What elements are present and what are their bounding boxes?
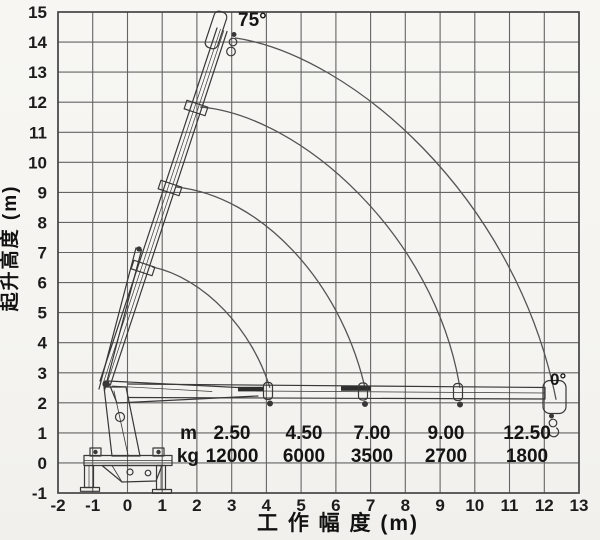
boom-horizontal-0deg bbox=[107, 379, 567, 438]
y-tick-label: 6 bbox=[38, 274, 47, 293]
load-table-capacity-value: 6000 bbox=[283, 446, 325, 467]
load-table-radius-value: 4.50 bbox=[286, 423, 323, 444]
boom-shackle bbox=[452, 382, 464, 408]
load-table-radius-value: 12.50 bbox=[503, 423, 551, 444]
y-tick-label: 13 bbox=[28, 63, 47, 82]
x-tick-label: 12 bbox=[535, 496, 554, 515]
load-table-radius-row-label: m bbox=[180, 423, 197, 444]
boom-section-joint bbox=[130, 259, 156, 277]
boom-marking bbox=[238, 386, 264, 392]
crane-illustration bbox=[79, 10, 567, 494]
luffing-cylinder bbox=[98, 246, 143, 392]
crane-column bbox=[102, 380, 141, 457]
boom-raised-75deg bbox=[99, 10, 238, 386]
boom-section-joint bbox=[157, 179, 183, 197]
y-tick-label: 8 bbox=[38, 213, 47, 232]
y-tick-label: 1 bbox=[38, 424, 47, 443]
load-table-radius-value: 9.00 bbox=[428, 423, 465, 444]
envelope-arc-boom-extension-4 bbox=[235, 37, 557, 400]
envelope-arc-boom-extension-2 bbox=[176, 186, 366, 388]
y-tick-label: 4 bbox=[38, 334, 48, 353]
load-table-radius-value: 7.00 bbox=[354, 423, 391, 444]
hook-horizontal-icon bbox=[548, 413, 560, 438]
x-tick-label: 0 bbox=[123, 496, 132, 515]
hook-raised-icon bbox=[226, 31, 238, 57]
y-tick-label: 14 bbox=[28, 33, 47, 52]
boom-shackle bbox=[357, 382, 369, 408]
x-tick-label: 8 bbox=[401, 496, 410, 515]
load-table-capacity-value: 12000 bbox=[206, 446, 259, 467]
x-tick-label: 4 bbox=[262, 496, 272, 515]
load-table-radius-value: 2.50 bbox=[214, 423, 251, 444]
x-tick-label: 7 bbox=[366, 496, 375, 515]
x-tick-label: 10 bbox=[465, 496, 484, 515]
y-tick-label: -1 bbox=[32, 484, 47, 503]
boom-min-angle-label: 0° bbox=[550, 370, 566, 389]
y-tick-label: 10 bbox=[28, 153, 47, 172]
plot-frame bbox=[57, 11, 580, 494]
envelope-arcs bbox=[151, 37, 557, 400]
outrigger-left bbox=[79, 464, 101, 492]
y-tick-label: 12 bbox=[28, 93, 47, 112]
x-tick-label: -2 bbox=[50, 496, 65, 515]
boom-section-joint bbox=[183, 99, 209, 117]
x-tick-label: 3 bbox=[227, 496, 236, 515]
boom-head-horizontal bbox=[542, 379, 567, 415]
envelope-arc-boom-extension-3 bbox=[200, 106, 461, 388]
x-tick-label: -1 bbox=[85, 496, 100, 515]
x-tick-label: 2 bbox=[192, 496, 201, 515]
outrigger-right bbox=[151, 464, 173, 494]
y-tick-label: 5 bbox=[38, 304, 47, 323]
x-tick-label: 1 bbox=[157, 496, 166, 515]
load-table-capacity-row-label: kg bbox=[177, 446, 199, 467]
y-tick-label: 3 bbox=[38, 364, 47, 383]
x-axis-title: 工 作 幅 度 (m) bbox=[257, 511, 419, 535]
load-table-capacity-value: 3500 bbox=[351, 446, 393, 467]
load-table-capacity-value: 2700 bbox=[425, 446, 467, 467]
y-tick-label: 15 bbox=[28, 3, 47, 22]
load-table-capacity-value: 1800 bbox=[506, 446, 548, 467]
boom-shackle bbox=[262, 381, 274, 407]
x-tick-label: 11 bbox=[501, 496, 519, 515]
envelope-arc-boom-extension-1 bbox=[151, 266, 271, 388]
x-tick-label: 6 bbox=[331, 496, 340, 515]
y-tick-label: 9 bbox=[38, 183, 47, 202]
y-axis-title: 起升高度 (m) bbox=[0, 185, 21, 313]
x-tick-label: 5 bbox=[296, 496, 305, 515]
boom-marking bbox=[341, 386, 371, 391]
x-tick-label: 9 bbox=[435, 496, 444, 515]
y-tick-label: 11 bbox=[29, 123, 47, 142]
crane-base bbox=[79, 447, 173, 494]
y-tick-label: 0 bbox=[38, 454, 47, 473]
x-tick-label: 13 bbox=[570, 496, 589, 515]
boom-head-raised bbox=[204, 10, 228, 50]
y-tick-label: 7 bbox=[38, 244, 47, 263]
grid bbox=[57, 11, 580, 494]
axis-and-table-labels: -2 -1 0 1 2 3 4 5 6 7 8 9 10 11 12 13151413121110987654… bbox=[28, 3, 588, 515]
y-tick-label: 2 bbox=[38, 394, 47, 413]
boom-max-angle-label: 75° bbox=[238, 10, 267, 31]
